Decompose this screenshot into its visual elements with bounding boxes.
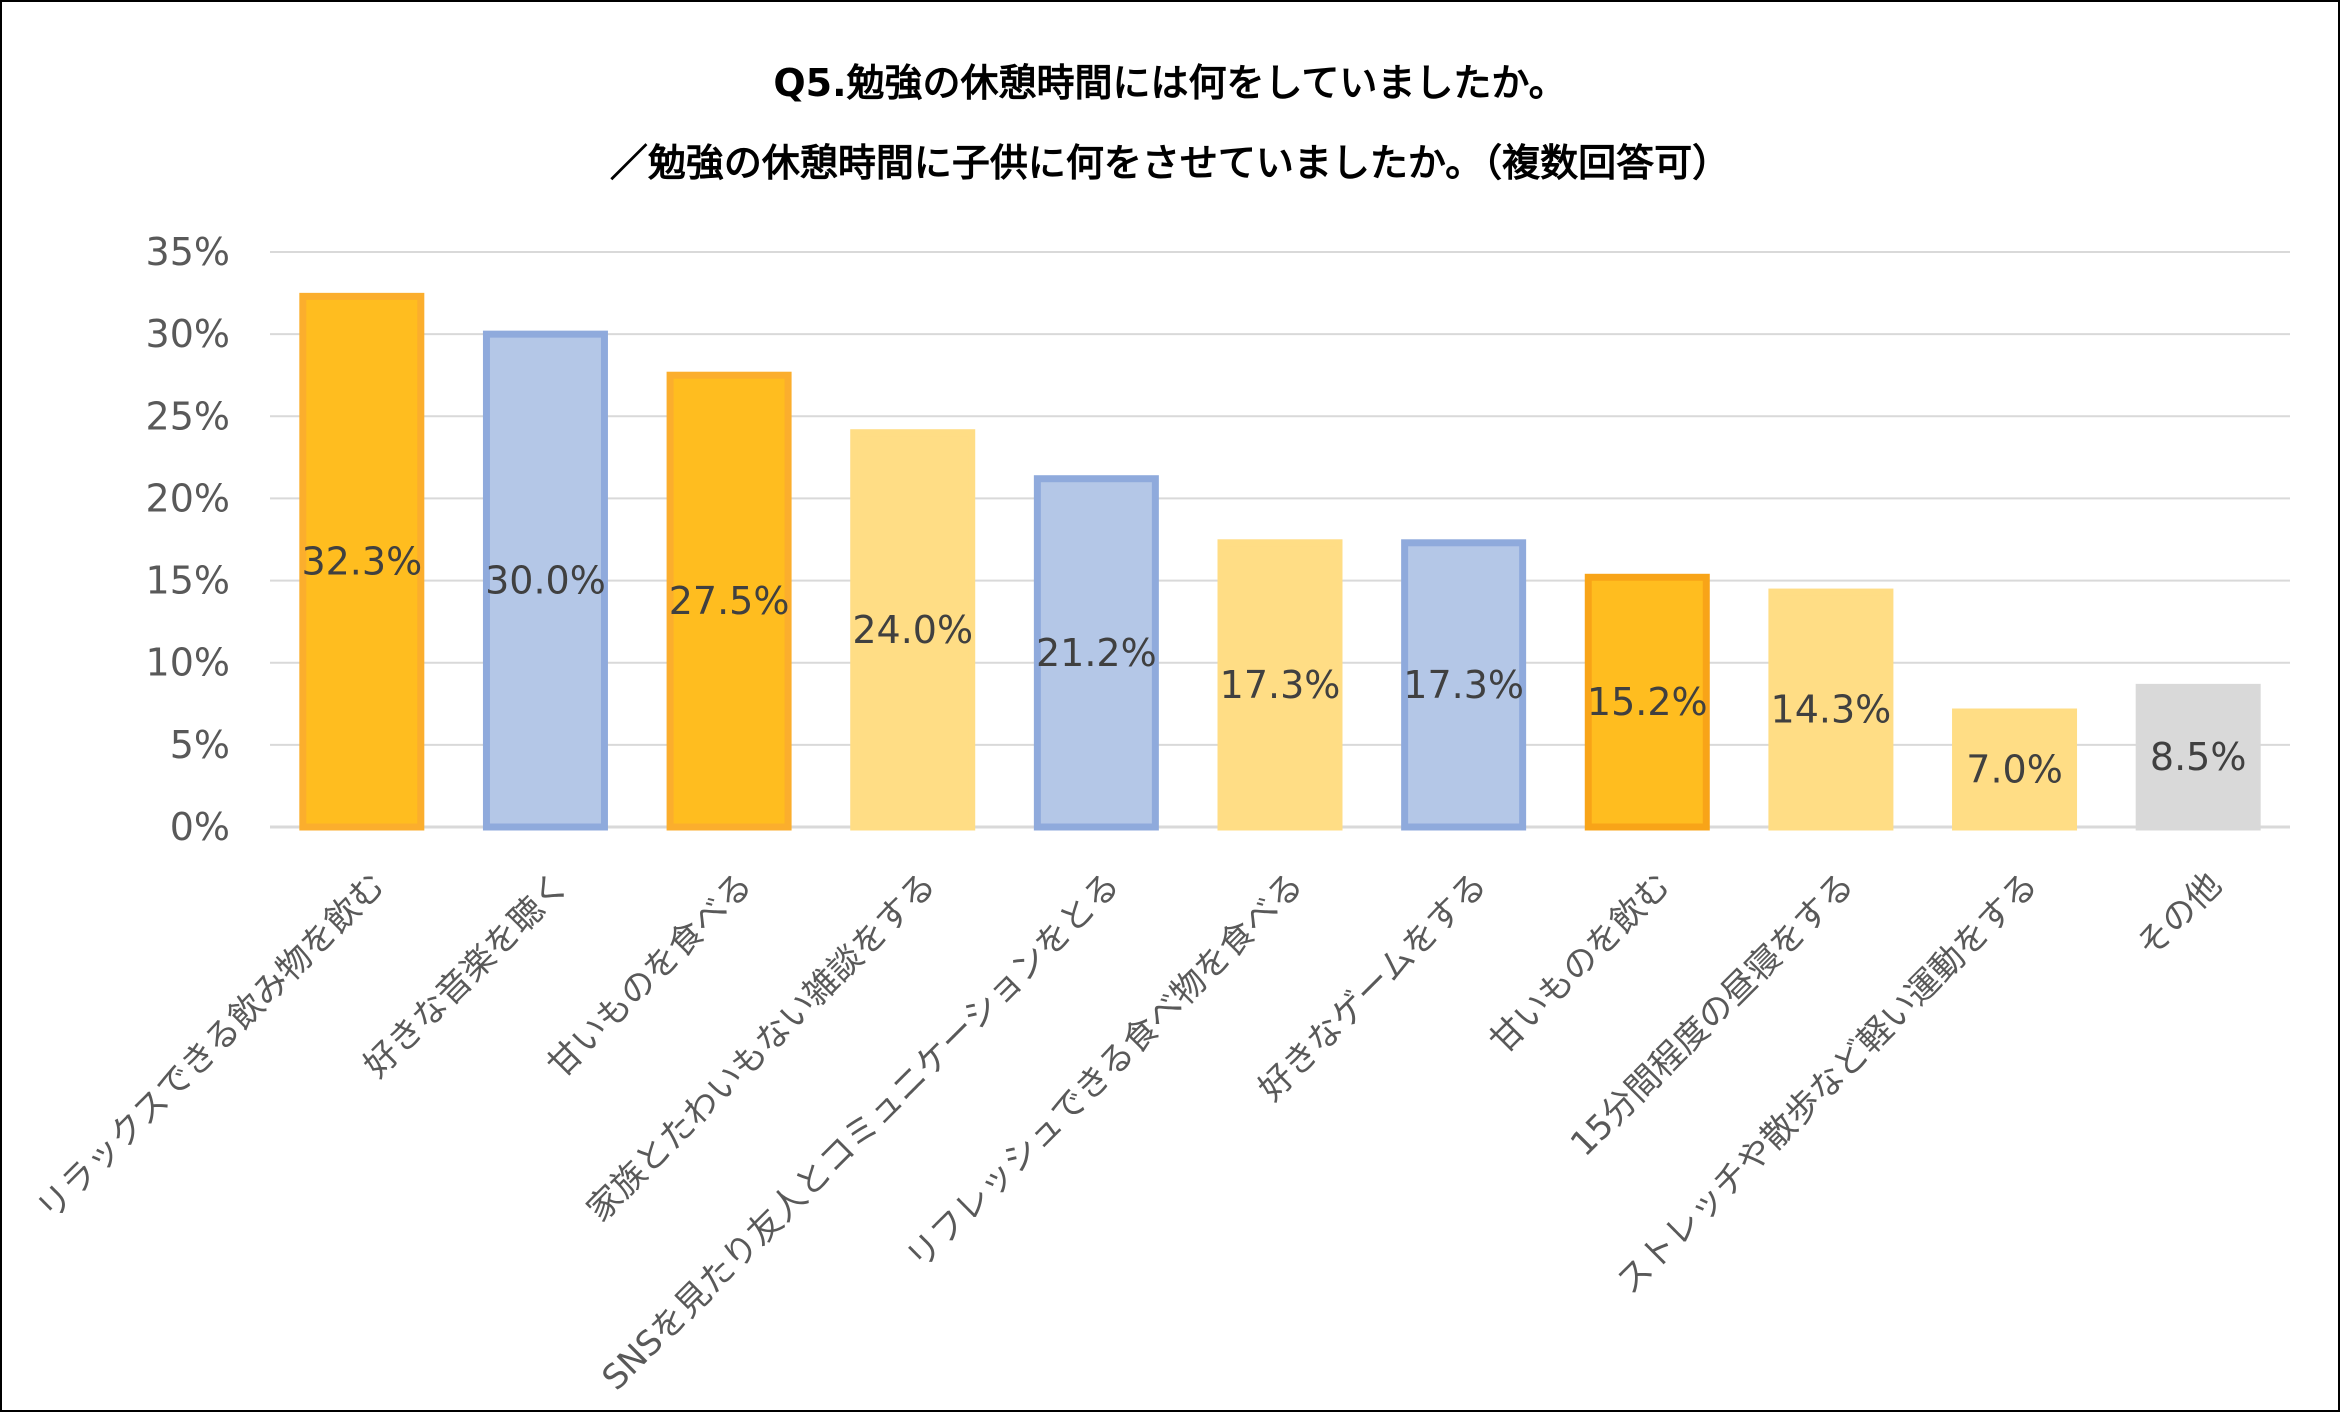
category-label: リフレッシュできる食べ物を食べる bbox=[899, 865, 1311, 1277]
data-label: 21.2% bbox=[1036, 631, 1157, 675]
bar bbox=[482, 330, 608, 831]
y-tick-label: 35% bbox=[146, 230, 230, 274]
y-tick-label: 25% bbox=[146, 394, 230, 438]
y-tick-label: 0% bbox=[170, 805, 230, 849]
data-label: 30.0% bbox=[485, 559, 606, 603]
data-label: 32.3% bbox=[301, 540, 422, 584]
category-label: 甘いものを飲む bbox=[1482, 865, 1679, 1062]
chart-title: Q5.勉強の休憩時間には何をしていましたか。 bbox=[773, 61, 1567, 105]
bar bbox=[1584, 573, 1710, 831]
chart-subtitle: ／勉強の休憩時間に子供に何をさせていましたか。（複数回答可） bbox=[609, 141, 1731, 185]
bar bbox=[1033, 475, 1159, 831]
bar bbox=[1952, 708, 2078, 831]
bar bbox=[1401, 539, 1527, 831]
data-label: 24.0% bbox=[852, 608, 973, 652]
y-tick-label: 15% bbox=[146, 559, 230, 603]
y-tick-label: 10% bbox=[146, 641, 230, 685]
data-labels: 32.3% 30.0% 27.5% 24.0% 21.2% 17.3% 17.3% 15.2%… bbox=[301, 540, 2246, 792]
data-label: 17.3% bbox=[1220, 663, 1341, 707]
bar bbox=[2135, 683, 2261, 831]
data-label: 27.5% bbox=[669, 579, 790, 623]
y-tick-label: 5% bbox=[170, 723, 230, 767]
category-label: 家族とたわいもない雑談をする bbox=[579, 865, 944, 1230]
bar bbox=[299, 292, 425, 831]
data-label: 17.3% bbox=[1403, 663, 1524, 707]
x-axis-categories: リラックスできる飲み物を飲む好きな音楽を聴く甘いものを食べる家族とたわいもない雑… bbox=[30, 865, 2230, 1398]
category-label: リラックスできる飲み物を飲む bbox=[30, 865, 394, 1229]
data-label: 7.0% bbox=[1966, 748, 2063, 792]
y-tick-label: 30% bbox=[146, 312, 230, 356]
bar bbox=[666, 371, 792, 831]
data-label: 15.2% bbox=[1587, 680, 1708, 724]
category-label: その他 bbox=[2129, 865, 2229, 965]
y-tick-label: 20% bbox=[146, 476, 230, 520]
bar bbox=[1768, 588, 1894, 831]
category-label: ストレッチや散歩など軽い運動をする bbox=[1609, 865, 2046, 1302]
data-label: 14.3% bbox=[1771, 688, 1892, 732]
bars bbox=[299, 292, 2261, 831]
data-label: 8.5% bbox=[2150, 735, 2247, 779]
y-axis: 0% 5% 10% 15% 20% 25% 30% 35% bbox=[146, 230, 230, 849]
bar bbox=[1217, 539, 1343, 831]
bar bbox=[850, 429, 976, 831]
